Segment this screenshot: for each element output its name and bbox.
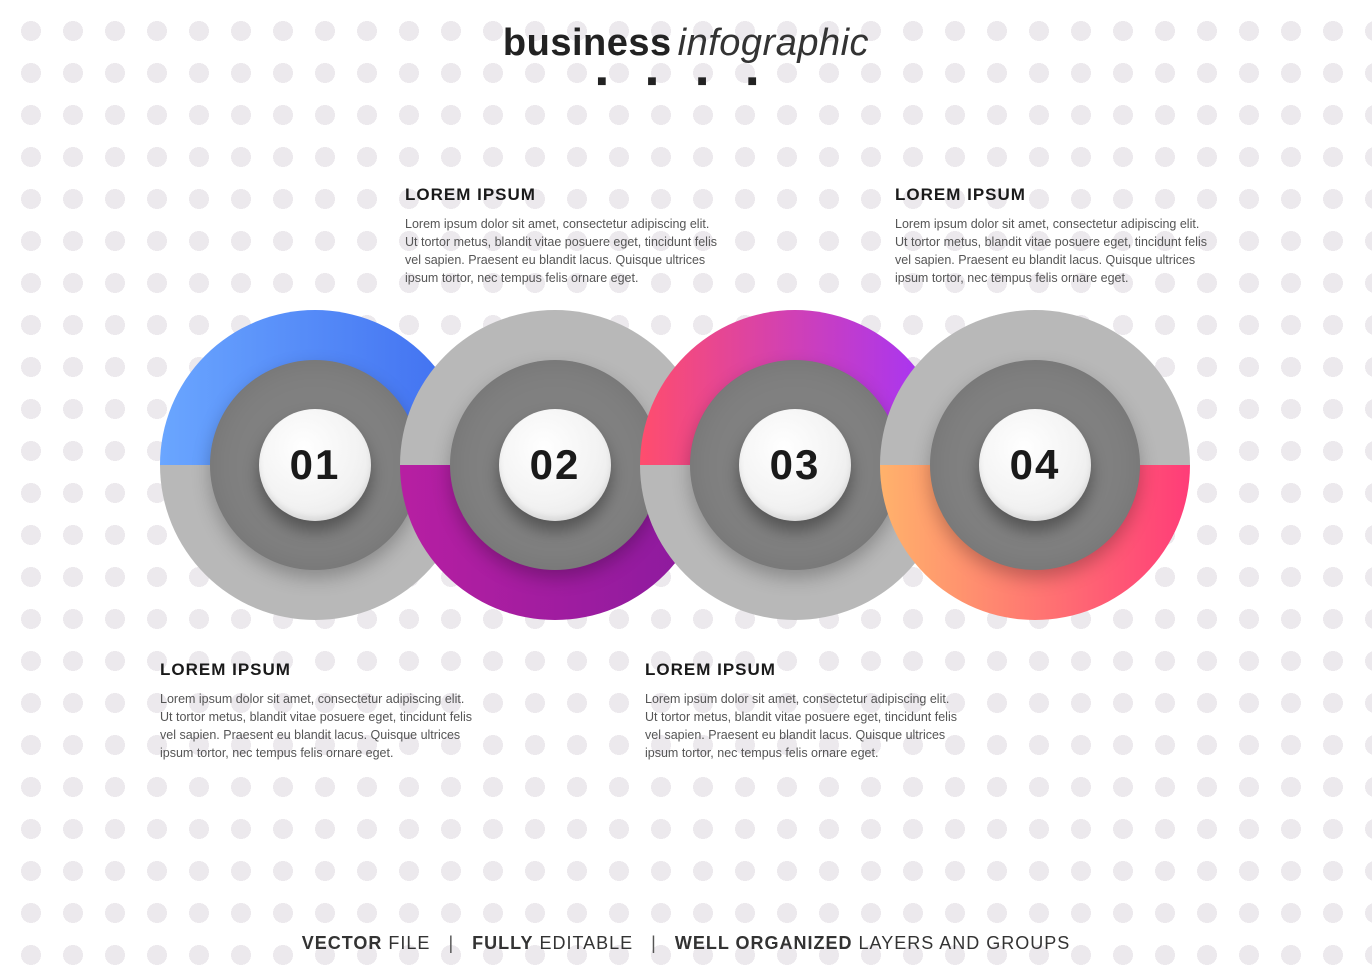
footer-text-light: FILE: [382, 933, 430, 953]
step-text-block-03: LOREM IPSUM Lorem ipsum dolor sit amet, c…: [645, 660, 965, 763]
step-heading: LOREM IPSUM: [160, 660, 480, 680]
footer-tags: VECTOR FILE | FULLY EDITABLE | WELL ORGANIZE…: [0, 933, 1372, 954]
circle-inner-button: 02: [499, 409, 611, 521]
step-number-label: 04: [1010, 441, 1061, 489]
step-body-text: Lorem ipsum dolor sit amet, consectetur …: [895, 215, 1215, 288]
footer-text-bold: FULLY: [472, 933, 533, 953]
step-body-text: Lorem ipsum dolor sit amet, consectetur …: [405, 215, 725, 288]
footer-text-bold: VECTOR: [302, 933, 383, 953]
footer-text-bold: WELL ORGANIZED: [675, 933, 853, 953]
circle-inner-button: 01: [259, 409, 371, 521]
step-heading: LOREM IPSUM: [645, 660, 965, 680]
footer-text-light: LAYERS AND GROUPS: [853, 933, 1071, 953]
step-heading: LOREM IPSUM: [405, 185, 725, 205]
footer-separator: |: [448, 933, 454, 953]
footer-text-light: EDITABLE: [533, 933, 633, 953]
circle-inner-button: 04: [979, 409, 1091, 521]
step-number-label: 03: [770, 441, 821, 489]
footer-separator: |: [651, 933, 657, 953]
step-number-label: 02: [530, 441, 581, 489]
circle-inner-button: 03: [739, 409, 851, 521]
title-dots-accent: ■ ■ ■ ■: [0, 73, 1372, 91]
step-number-label: 01: [290, 441, 341, 489]
step-heading: LOREM IPSUM: [895, 185, 1215, 205]
step-body-text: Lorem ipsum dolor sit amet, consectetur …: [645, 690, 965, 763]
page-title: businessinfographic: [0, 22, 1372, 65]
step-circles-row: 01 02 03 04: [160, 310, 1220, 630]
step-text-block-04: LOREM IPSUM Lorem ipsum dolor sit amet, c…: [895, 185, 1215, 288]
title-block: businessinfographic ■ ■ ■ ■: [0, 0, 1372, 91]
step-body-text: Lorem ipsum dolor sit amet, consectetur …: [160, 690, 480, 763]
step-text-block-01: LOREM IPSUM Lorem ipsum dolor sit amet, c…: [160, 660, 480, 763]
step-circle-04: 04: [880, 310, 1190, 620]
title-bold: business: [503, 22, 672, 64]
title-light: infographic: [678, 22, 869, 64]
step-text-block-02: LOREM IPSUM Lorem ipsum dolor sit amet, c…: [405, 185, 725, 288]
